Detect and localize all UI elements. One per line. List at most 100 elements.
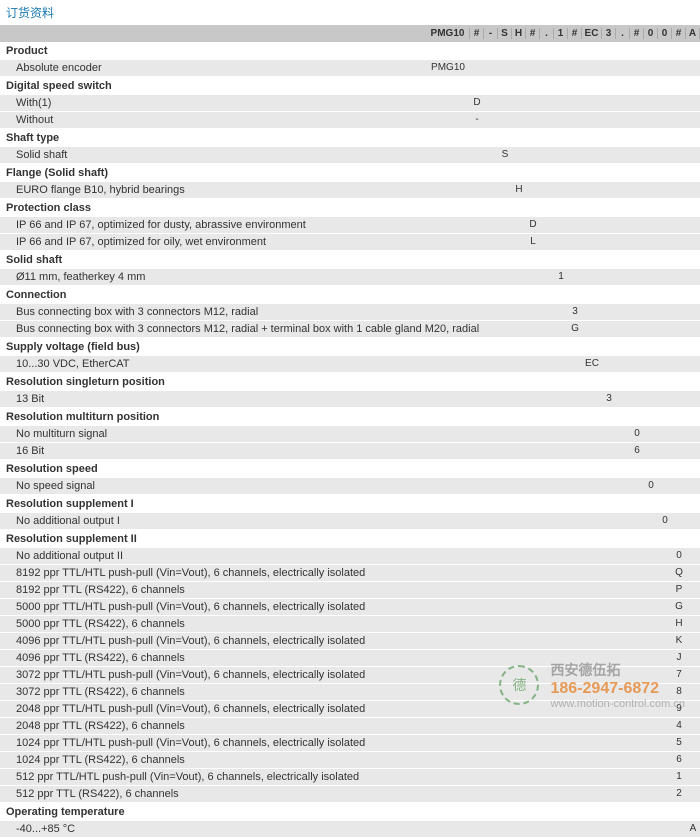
option-row: 5000 ppr TTL (RS422), 6 channelsH xyxy=(0,616,700,633)
option-row: 1024 ppr TTL (RS422), 6 channels6 xyxy=(0,752,700,769)
option-row: No additional output II0 xyxy=(0,548,700,565)
option-label: Solid shaft xyxy=(16,149,498,161)
section-header: Resolution multiturn position xyxy=(0,408,700,426)
option-label: No additional output II xyxy=(16,550,672,562)
option-row: No additional output I0 xyxy=(0,513,700,530)
header-code-cell: . xyxy=(616,28,630,39)
header-code-cell: A xyxy=(686,28,700,39)
option-code: 1 xyxy=(554,271,568,283)
header-code-cell: S xyxy=(498,28,512,39)
ordering-data-container: 订货资料 PMG10#-SH#.1#EC3.#00#A ProductAbsol… xyxy=(0,0,700,838)
option-label: 16 Bit xyxy=(16,445,630,457)
option-code: 6 xyxy=(672,754,686,766)
option-code: PMG10 xyxy=(426,62,470,74)
option-label: 10...30 VDC, EtherCAT xyxy=(16,358,582,370)
option-row: 8192 ppr TTL (RS422), 6 channelsP xyxy=(0,582,700,599)
option-code: P xyxy=(672,584,686,596)
option-code: 5 xyxy=(672,737,686,749)
option-label: 2048 ppr TTL/HTL push-pull (Vin=Vout), 6… xyxy=(16,703,672,715)
option-code: D xyxy=(526,219,540,231)
section-header: Resolution supplement I xyxy=(0,495,700,513)
header-code-cell: H xyxy=(512,28,526,39)
option-label: Ø11 mm, featherkey 4 mm xyxy=(16,271,554,283)
option-label: No additional output I xyxy=(16,515,658,527)
option-row: Solid shaftS xyxy=(0,147,700,164)
option-code: 3 xyxy=(568,306,582,318)
option-code: D xyxy=(470,97,484,109)
option-label: 4096 ppr TTL (RS422), 6 channels xyxy=(16,652,672,664)
header-code-cell: # xyxy=(526,28,540,39)
option-label: Bus connecting box with 3 connectors M12… xyxy=(16,306,568,318)
option-label: Bus connecting box with 3 connectors M12… xyxy=(16,323,568,335)
option-row: 16 Bit6 xyxy=(0,443,700,460)
header-code-cell: # xyxy=(672,28,686,39)
option-row: EURO flange B10, hybrid bearingsH xyxy=(0,182,700,199)
option-label: 5000 ppr TTL (RS422), 6 channels xyxy=(16,618,672,630)
option-code: EC xyxy=(582,358,602,370)
option-code: - xyxy=(470,114,484,126)
option-row: 8192 ppr TTL/HTL push-pull (Vin=Vout), 6… xyxy=(0,565,700,582)
option-code: J xyxy=(672,652,686,664)
header-code-cell: 1 xyxy=(554,28,568,39)
option-label: 4096 ppr TTL/HTL push-pull (Vin=Vout), 6… xyxy=(16,635,672,647)
option-row: -40...+85 °CA xyxy=(0,821,700,838)
option-label: Without xyxy=(16,114,470,126)
option-row: 3072 ppr TTL (RS422), 6 channels8 xyxy=(0,684,700,701)
option-row: 5000 ppr TTL/HTL push-pull (Vin=Vout), 6… xyxy=(0,599,700,616)
header-code-cell: # xyxy=(470,28,484,39)
option-row: 4096 ppr TTL/HTL push-pull (Vin=Vout), 6… xyxy=(0,633,700,650)
option-code: H xyxy=(512,184,526,196)
option-row: Bus connecting box with 3 connectors M12… xyxy=(0,304,700,321)
header-code-cell: PMG10 xyxy=(426,28,470,39)
option-code: 0 xyxy=(644,480,658,492)
option-row: IP 66 and IP 67, optimized for oily, wet… xyxy=(0,234,700,251)
option-code: L xyxy=(526,236,540,248)
option-code: 0 xyxy=(658,515,672,527)
option-label: With(1) xyxy=(16,97,470,109)
option-code: 6 xyxy=(630,445,644,457)
option-row: 4096 ppr TTL (RS422), 6 channelsJ xyxy=(0,650,700,667)
option-code: G xyxy=(568,323,582,335)
option-code: 8 xyxy=(672,686,686,698)
option-label: 13 Bit xyxy=(16,393,602,405)
option-row: 2048 ppr TTL/HTL push-pull (Vin=Vout), 6… xyxy=(0,701,700,718)
option-label: 3072 ppr TTL/HTL push-pull (Vin=Vout), 6… xyxy=(16,669,672,681)
option-code: K xyxy=(672,635,686,647)
option-row: Without- xyxy=(0,112,700,129)
option-label: -40...+85 °C xyxy=(16,823,686,835)
section-header: Resolution speed xyxy=(0,460,700,478)
option-code: S xyxy=(498,149,512,161)
header-code-cell: . xyxy=(540,28,554,39)
section-header: Resolution supplement II xyxy=(0,530,700,548)
option-row: No multiturn signal0 xyxy=(0,426,700,443)
page-title: 订货资料 xyxy=(0,0,700,25)
option-label: Absolute encoder xyxy=(16,62,426,74)
code-header-row: PMG10#-SH#.1#EC3.#00#A xyxy=(0,25,700,42)
section-header: Product xyxy=(0,42,700,60)
header-code-cell: - xyxy=(484,28,498,39)
option-label: 1024 ppr TTL/HTL push-pull (Vin=Vout), 6… xyxy=(16,737,672,749)
option-code: 7 xyxy=(672,669,686,681)
header-code-cell: 0 xyxy=(644,28,658,39)
section-header: Solid shaft xyxy=(0,251,700,269)
section-header: Digital speed switch xyxy=(0,77,700,95)
option-label: 8192 ppr TTL (RS422), 6 channels xyxy=(16,584,672,596)
option-row: 512 ppr TTL/HTL push-pull (Vin=Vout), 6 … xyxy=(0,769,700,786)
option-label: 512 ppr TTL (RS422), 6 channels xyxy=(16,788,672,800)
option-label: IP 66 and IP 67, optimized for dusty, ab… xyxy=(16,219,526,231)
option-code: Q xyxy=(672,567,686,579)
option-code: G xyxy=(672,601,686,613)
option-row: Ø11 mm, featherkey 4 mm1 xyxy=(0,269,700,286)
header-code-cell: # xyxy=(630,28,644,39)
header-code-cell: 0 xyxy=(658,28,672,39)
option-row: IP 66 and IP 67, optimized for dusty, ab… xyxy=(0,217,700,234)
option-row: 3072 ppr TTL/HTL push-pull (Vin=Vout), 6… xyxy=(0,667,700,684)
option-code: 4 xyxy=(672,720,686,732)
option-label: IP 66 and IP 67, optimized for oily, wet… xyxy=(16,236,526,248)
option-code: 1 xyxy=(672,771,686,783)
section-header: Protection class xyxy=(0,199,700,217)
section-header: Supply voltage (field bus) xyxy=(0,338,700,356)
section-header: Connection xyxy=(0,286,700,304)
option-code: 9 xyxy=(672,703,686,715)
option-label: EURO flange B10, hybrid bearings xyxy=(16,184,512,196)
